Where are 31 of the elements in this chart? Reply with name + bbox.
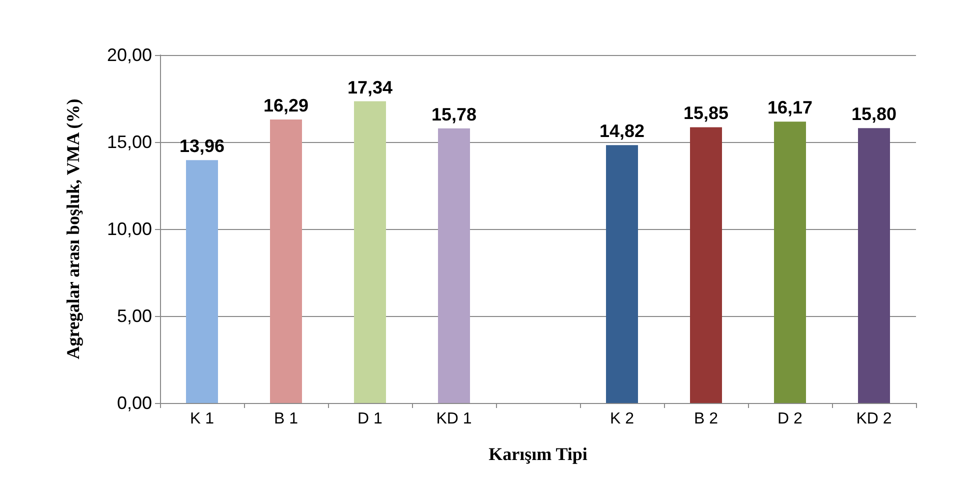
y-tick-label: 20,00 <box>106 45 152 65</box>
data-label: 15,78 <box>431 104 477 124</box>
data-label: 17,34 <box>347 77 393 98</box>
bar <box>690 127 722 403</box>
bar <box>858 128 890 403</box>
y-tick-label: 0,00 <box>116 393 152 413</box>
x-tick-label: KD 1 <box>436 410 472 428</box>
data-label: 16,29 <box>263 96 309 116</box>
bar <box>270 120 302 403</box>
x-tick-label: K 1 <box>190 410 214 428</box>
data-label: 13,96 <box>179 136 225 156</box>
x-tick-label: KD 2 <box>856 410 892 428</box>
y-tick-label: 10,00 <box>106 219 152 239</box>
bar <box>186 160 218 403</box>
data-label: 15,80 <box>851 104 897 124</box>
data-label: 15,85 <box>683 103 729 124</box>
bar <box>606 145 638 403</box>
data-label: 16,17 <box>767 98 813 118</box>
bar <box>438 128 470 403</box>
bar <box>774 122 806 403</box>
x-tick-label: D 1 <box>358 410 383 428</box>
x-tick-label: D 2 <box>778 410 803 428</box>
data-label: 14,82 <box>599 121 645 142</box>
y-axis-title: Agregalar arası boşluk, VMA (%) <box>63 98 83 360</box>
y-tick-label: 15,00 <box>106 132 152 152</box>
bar <box>354 101 386 403</box>
x-axis-title: Karışım Tipi <box>488 444 588 464</box>
x-tick-label: B 1 <box>274 410 298 428</box>
x-tick-label: B 2 <box>694 410 718 428</box>
x-tick-label: K 2 <box>610 410 634 428</box>
y-tick-label: 5,00 <box>116 306 152 326</box>
